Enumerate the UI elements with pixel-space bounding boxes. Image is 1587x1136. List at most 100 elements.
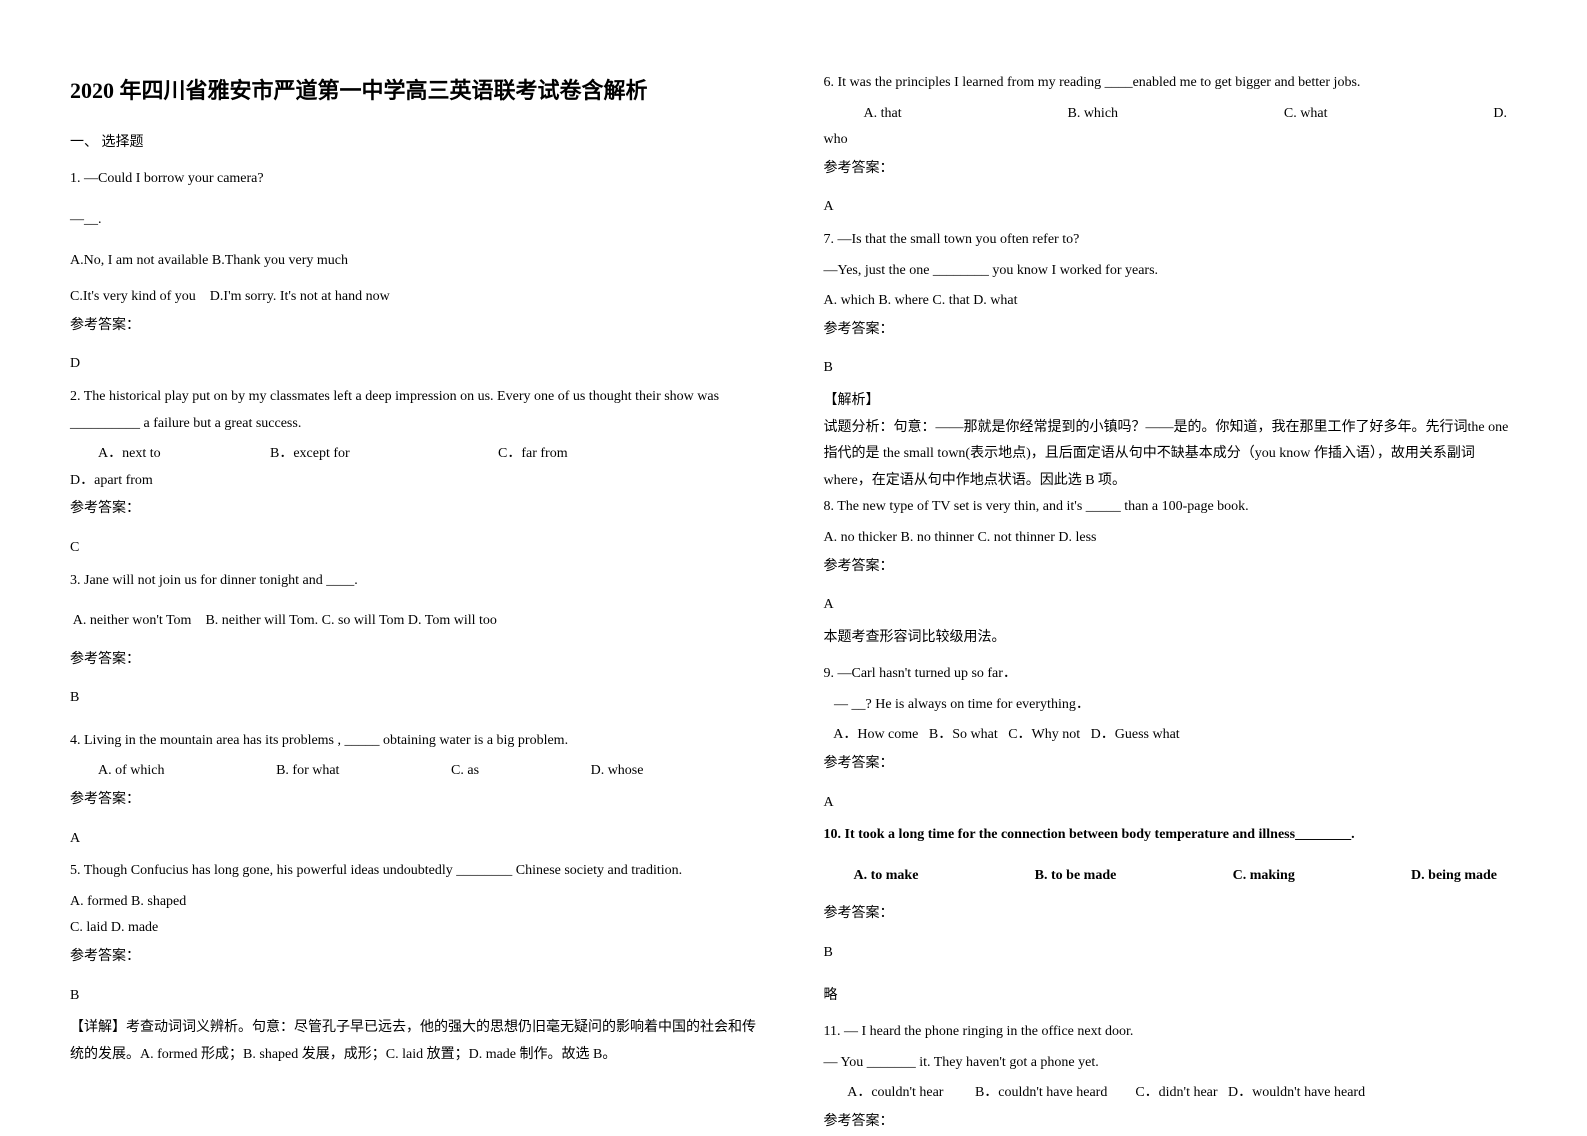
q7-stem: 7. —Is that the small town you often ref… bbox=[824, 227, 1518, 254]
q1-optD: D.I'm sorry. It's not at hand now bbox=[210, 289, 390, 304]
spacer bbox=[824, 582, 1518, 592]
q8-options: A. no thicker B. no thinner C. not thinn… bbox=[824, 525, 1518, 552]
q1-optC: C.It's very kind of you bbox=[70, 289, 196, 304]
q6-ref-label: 参考答案： bbox=[824, 156, 1518, 183]
q7-ref-label: 参考答案： bbox=[824, 317, 1518, 344]
spacer bbox=[70, 816, 764, 826]
q1-opts-line2: C.It's very kind of you D.I'm sorry. It'… bbox=[70, 284, 764, 311]
q1-stem2: —__. bbox=[70, 207, 764, 234]
q6-options: A. that B. which C. what D. bbox=[824, 101, 1518, 128]
spacer bbox=[70, 525, 764, 535]
q2-ref-label: 参考答案： bbox=[70, 496, 764, 523]
q9-stem: 9. —Carl hasn't turned up so far． bbox=[824, 661, 1518, 688]
q4-optA: A. of which bbox=[98, 758, 165, 785]
spacer bbox=[70, 197, 764, 207]
spacer bbox=[824, 889, 1518, 899]
q2-optA: A．next to bbox=[70, 441, 270, 468]
q10-answer: B bbox=[824, 940, 1518, 967]
q4-stem: 4. Living in the mountain area has its p… bbox=[70, 728, 764, 755]
spacer bbox=[70, 718, 764, 728]
spacer bbox=[70, 598, 764, 608]
q2-optC: C．far from bbox=[470, 441, 670, 468]
q11-stem2: — You _______ it. They haven't got a pho… bbox=[824, 1050, 1518, 1077]
spacer bbox=[824, 930, 1518, 940]
q9-stem2: — __? He is always on time for everythin… bbox=[824, 692, 1518, 719]
q7-explain-header: 【解析】 bbox=[824, 388, 1518, 415]
q6-optD-cont: who bbox=[824, 127, 1518, 154]
q10-explanation: 略 bbox=[824, 983, 1518, 1010]
q2-options: A．next to B．except for C．far from D．apar… bbox=[70, 441, 764, 494]
q2-optB: B．except for bbox=[270, 441, 470, 468]
q10-optA: A. to make bbox=[854, 863, 919, 890]
q1-optB: B.Thank you very much bbox=[212, 253, 348, 268]
q10-optC: C. making bbox=[1233, 863, 1295, 890]
q3-options: A. neither won't Tom B. neither will Tom… bbox=[70, 608, 764, 635]
q9-answer: A bbox=[824, 790, 1518, 817]
spacer bbox=[824, 651, 1518, 661]
q11-options: A．couldn't hear B．couldn't have heard C．… bbox=[824, 1080, 1518, 1107]
q10-options: A. to make B. to be made C. making D. be… bbox=[824, 863, 1518, 890]
q5-answer: B bbox=[70, 983, 764, 1010]
q4-optC: C. as bbox=[451, 758, 479, 785]
q8-ref-label: 参考答案： bbox=[824, 554, 1518, 581]
spacer bbox=[70, 274, 764, 284]
q10-optD: D. being made bbox=[1411, 863, 1497, 890]
q5-stem: 5. Though Confucius has long gone, his p… bbox=[70, 858, 764, 885]
q6-optB: B. which bbox=[1067, 101, 1118, 128]
q8-stem: 8. The new type of TV set is very thin, … bbox=[824, 494, 1518, 521]
q9-options: A．How come B．So what C．Why not D．Guess w… bbox=[824, 722, 1518, 749]
q8-answer: A bbox=[824, 592, 1518, 619]
q6-optC: C. what bbox=[1284, 101, 1328, 128]
q1-opts-line1: A.No, I am not available B.Thank you ver… bbox=[70, 248, 764, 275]
spacer bbox=[824, 184, 1518, 194]
q5-opts-line2: C. laid D. made bbox=[70, 915, 764, 942]
q10-stem: 10. It took a long time for the connecti… bbox=[824, 822, 1518, 849]
spacer bbox=[70, 675, 764, 685]
section-1-header: 一、 选择题 bbox=[70, 130, 764, 157]
q5-ref-label: 参考答案： bbox=[70, 944, 764, 971]
q10-optB: B. to be made bbox=[1035, 863, 1117, 890]
q6-optA: A. that bbox=[864, 101, 902, 128]
q2-optD: D．apart from bbox=[70, 468, 270, 495]
q11-stem: 11. — I heard the phone ringing in the o… bbox=[824, 1019, 1518, 1046]
q4-ref-label: 参考答案： bbox=[70, 787, 764, 814]
left-column: 2020 年四川省雅安市严道第一中学高三英语联考试卷含解析 一、 选择题 1. … bbox=[40, 70, 794, 1082]
q7-options: A. which B. where C. that D. what bbox=[824, 288, 1518, 315]
q6-optD: D. bbox=[1493, 101, 1507, 128]
spacer bbox=[824, 1009, 1518, 1019]
spacer bbox=[824, 780, 1518, 790]
q2-answer: C bbox=[70, 535, 764, 562]
q7-answer: B bbox=[824, 355, 1518, 382]
spacer bbox=[70, 973, 764, 983]
q8-explanation: 本题考查形容词比较级用法。 bbox=[824, 625, 1518, 652]
q3-stem: 3. Jane will not join us for dinner toni… bbox=[70, 568, 764, 595]
q2-stem: 2. The historical play put on by my clas… bbox=[70, 384, 764, 437]
q1-stem: 1. —Could I borrow your camera? bbox=[70, 166, 764, 193]
q4-answer: A bbox=[70, 826, 764, 853]
spacer bbox=[824, 973, 1518, 983]
q5-opts-line1: A. formed B. shaped bbox=[70, 889, 764, 916]
q6-answer: A bbox=[824, 194, 1518, 221]
q6-stem: 6. It was the principles I learned from … bbox=[824, 70, 1518, 97]
q1-optA: A.No, I am not available bbox=[70, 253, 208, 268]
q5-explanation: 【详解】考查动词词义辨析。句意：尽管孔子早已远去，他的强大的思想仍旧毫无疑问的影… bbox=[70, 1015, 764, 1068]
q4-optB: B. for what bbox=[276, 758, 339, 785]
q1-answer: D bbox=[70, 351, 764, 378]
q4-options: A. of which B. for what C. as D. whose bbox=[70, 758, 764, 785]
document-title: 2020 年四川省雅安市严道第一中学高三英语联考试卷含解析 bbox=[70, 70, 764, 112]
spacer bbox=[70, 635, 764, 645]
q3-answer: B bbox=[70, 685, 764, 712]
spacer bbox=[70, 238, 764, 248]
q1-ref-label: 参考答案： bbox=[70, 313, 764, 340]
q9-ref-label: 参考答案： bbox=[824, 751, 1518, 778]
q11-ref-label: 参考答案： bbox=[824, 1109, 1518, 1136]
spacer bbox=[70, 341, 764, 351]
q10-ref-label: 参考答案： bbox=[824, 901, 1518, 928]
spacer bbox=[824, 853, 1518, 863]
q7-explanation: 试题分析：句意：——那就是你经常提到的小镇吗？——是的。你知道，我在那里工作了好… bbox=[824, 415, 1518, 495]
q3-ref-label: 参考答案： bbox=[70, 647, 764, 674]
right-column: 6. It was the principles I learned from … bbox=[794, 70, 1548, 1082]
q7-stem2: —Yes, just the one ________ you know I w… bbox=[824, 258, 1518, 285]
spacer bbox=[824, 345, 1518, 355]
q4-optD: D. whose bbox=[591, 758, 644, 785]
